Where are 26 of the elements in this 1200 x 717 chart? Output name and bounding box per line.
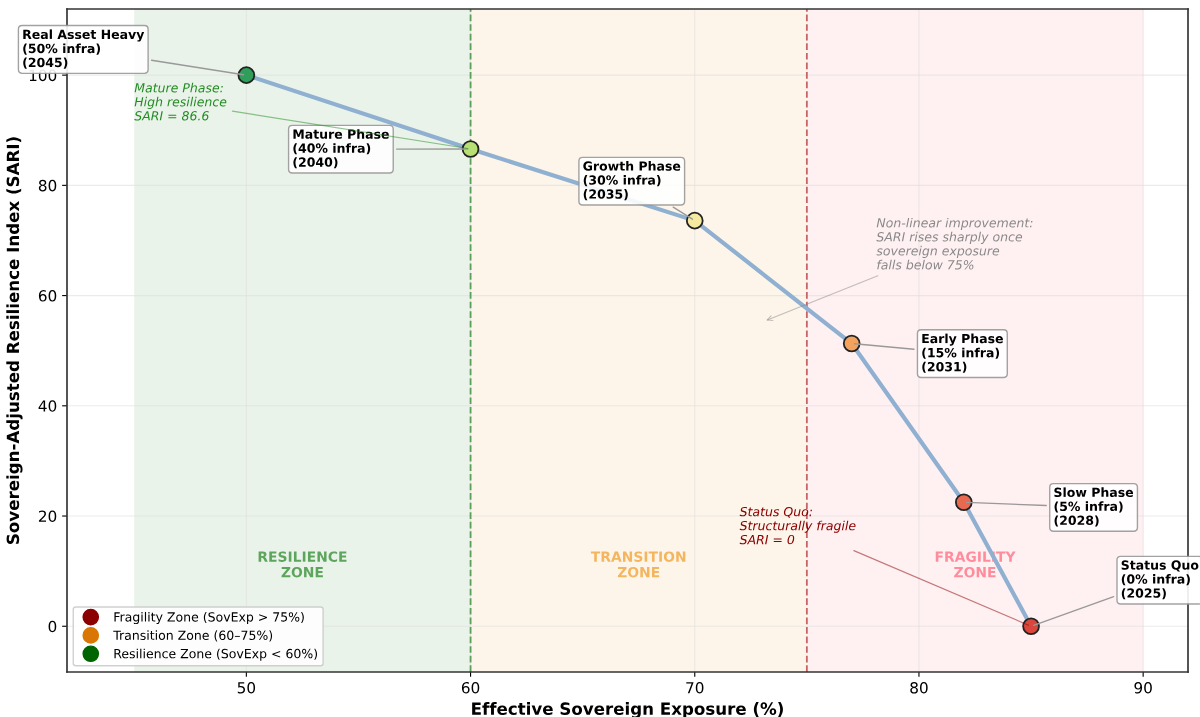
annotation: Growth Phase (30% infra) (2035) xyxy=(583,161,681,201)
x-tick-label: 60 xyxy=(461,681,480,694)
legend-label: Fragility Zone (SovExp > 75%) xyxy=(114,611,304,625)
y-tick-label: 0 xyxy=(48,620,57,633)
band-label: TRANSITION ZONE xyxy=(590,551,686,578)
annotation: Status Quo: Structurally fragile SARI = 0 xyxy=(739,506,856,545)
y-tick-label: 20 xyxy=(38,510,57,523)
y-tick-label: 40 xyxy=(38,400,57,412)
x-tick-label: 70 xyxy=(686,681,704,694)
annotation: Early Phase (15% infra) (2031) xyxy=(922,333,1003,373)
legend-label: Transition Zone (60–75%) xyxy=(113,630,273,642)
legend-label: Resilience Zone (SovExp < 60%) xyxy=(114,648,318,661)
annotation: Real Asset Heavy (50% infra) (2045) xyxy=(23,29,145,69)
band-label: RESILIENCE ZONE xyxy=(258,551,347,578)
x-tick-label: 90 xyxy=(1134,681,1152,694)
annotation: Non-linear improvement: SARI rises sharply once sovereign exposure falls below 75% xyxy=(876,217,1033,270)
x-tick-label: 50 xyxy=(237,681,256,694)
y-tick-label: 100 xyxy=(29,69,57,82)
x-tick-label: 80 xyxy=(910,681,928,694)
y-tick-label: 60 xyxy=(38,290,57,302)
annotation: Mature Phase (40% infra) (2040) xyxy=(293,129,389,169)
annotation: Mature Phase: High resilience SARI = 86.6 xyxy=(134,82,227,121)
y-axis-title: Sovereign-Adjusted Resilience Index (SARI) xyxy=(6,137,23,544)
y-tick-label: 80 xyxy=(38,179,57,192)
annotation: Status Quo (0% infra) (2025) xyxy=(1121,560,1199,600)
annotation: Slow Phase (5% infra) (2028) xyxy=(1054,487,1134,527)
